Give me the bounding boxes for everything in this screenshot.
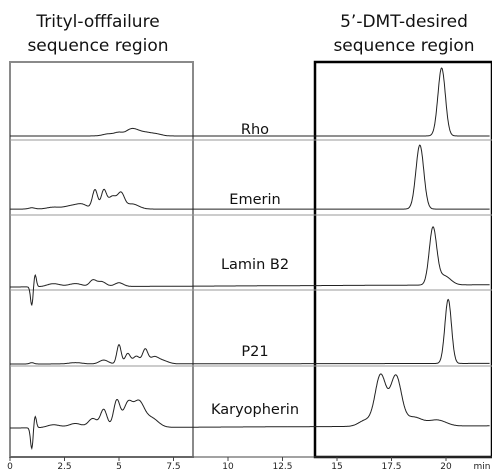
- left-region-title-line2: sequence region: [27, 36, 168, 56]
- x-tick-label-8: 20: [440, 462, 452, 472]
- trace-label-p21: P21: [241, 344, 268, 360]
- trace-label-rho: Rho: [241, 122, 269, 138]
- trace-label-emerin: Emerin: [229, 192, 280, 208]
- x-tick-label-4: 10: [222, 462, 234, 472]
- x-tick-label-3: 7.5: [166, 462, 180, 472]
- x-axis-ticks: 0 2.5 5 7.5 10 12.5 15 17.5 20 min: [7, 457, 490, 472]
- right-region-title-line1: 5’-DMT-desired: [340, 12, 468, 32]
- x-axis-unit-label: min: [474, 462, 491, 472]
- trace-emerin: [10, 144, 490, 210]
- x-tick-label-0: 0: [7, 462, 13, 472]
- traces-group: [10, 67, 490, 450]
- x-tick-label-6: 15: [331, 462, 342, 472]
- right-region-title-line2: sequence region: [333, 36, 474, 56]
- left-region-box: [9, 61, 194, 458]
- trace-rho: [10, 67, 490, 137]
- x-tick-label-1: 2.5: [57, 462, 71, 472]
- trace-label-karyopherin: Karyopherin: [211, 402, 299, 418]
- trace-p21: [10, 298, 490, 365]
- panel-separators: [10, 139, 492, 367]
- trace-lamin-b2: [10, 226, 490, 307]
- x-tick-label-5: 12.5: [272, 462, 292, 472]
- trace-label-lamin-b2: Lamin B2: [221, 257, 289, 273]
- x-tick-label-2: 5: [116, 462, 122, 472]
- trace-karyopherin: [10, 373, 490, 450]
- x-tick-label-7: 17.5: [381, 462, 401, 472]
- left-region-title-line1: Trityl-offfailure: [35, 12, 159, 32]
- right-region-box: [313, 60, 492, 459]
